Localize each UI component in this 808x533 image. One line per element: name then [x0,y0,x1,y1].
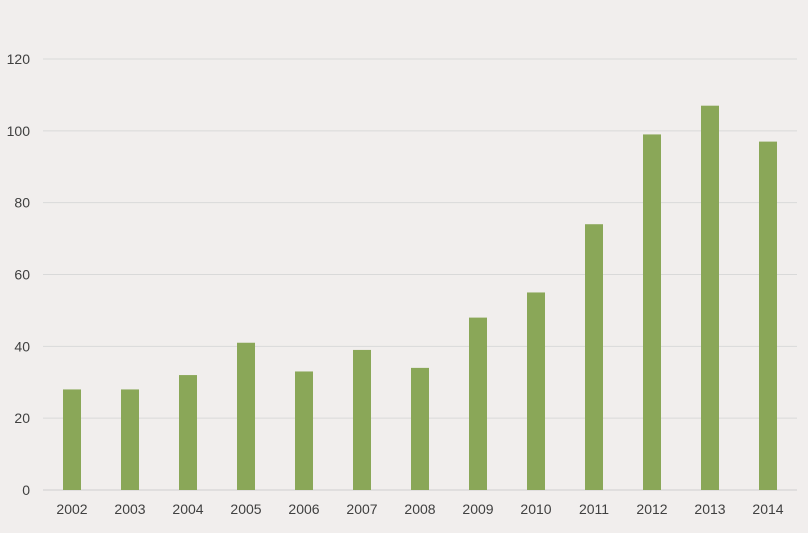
bar-2009 [469,317,487,490]
bar-2010 [527,292,545,490]
bar-2003 [121,389,139,490]
x-tick-label: 2013 [694,501,725,517]
y-tick-label: 100 [7,123,31,139]
y-tick-label: 0 [22,482,30,498]
x-axis-tick-labels: 2002 2003 2004 2005 2006 2007 2008 2009 2010 2011… [56,501,783,517]
y-tick-label: 60 [14,267,30,283]
x-tick-label: 2014 [752,501,783,517]
bar-2007 [353,349,371,490]
bar-2012 [643,134,661,491]
y-axis-tick-labels: 0 20 40 60 80 100 120 [7,51,31,498]
x-tick-label: 2007 [346,501,377,517]
x-tick-label: 2011 [579,501,609,517]
y-tick-label: 40 [14,338,30,354]
x-tick-label: 2002 [56,501,87,517]
x-tick-label: 2008 [404,501,435,517]
bar-2011 [585,224,603,490]
y-tick-label: 20 [14,410,30,426]
bar-2005 [237,342,255,490]
bar-2008 [411,367,429,490]
bars [63,105,777,491]
bar-2006 [295,371,313,490]
y-tick-label: 120 [7,51,31,67]
x-tick-label: 2010 [520,501,551,517]
x-tick-label: 2003 [114,501,145,517]
x-tick-label: 2004 [172,501,203,517]
bar-2004 [179,375,197,490]
bar-2002 [63,389,81,490]
x-tick-label: 2006 [288,501,319,517]
y-tick-label: 80 [14,195,30,211]
x-tick-label: 2005 [230,501,261,517]
x-tick-label: 2012 [636,501,667,517]
x-tick-label: 2009 [462,501,493,517]
bar-2013 [701,105,719,491]
gridlines [43,58,797,491]
bar-2014 [759,141,777,490]
